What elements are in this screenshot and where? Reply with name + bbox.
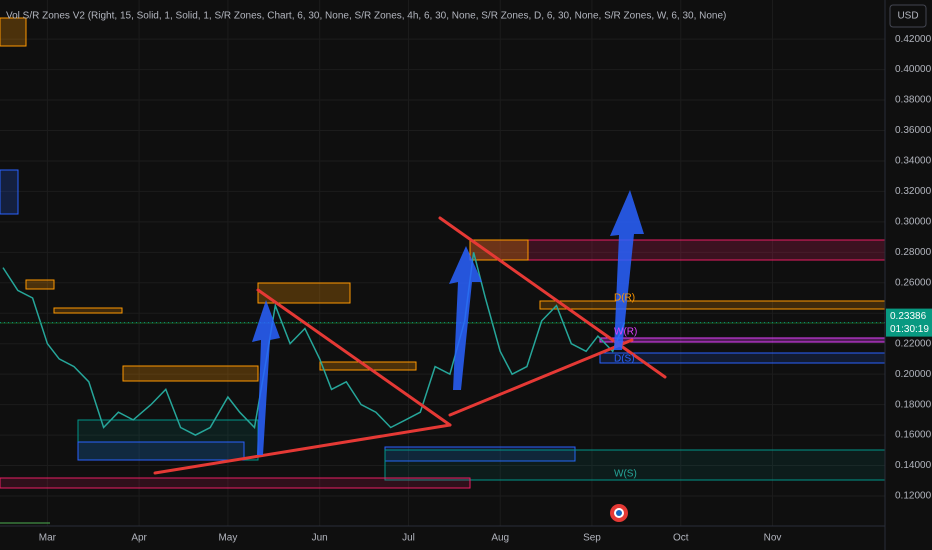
x-tick-label: Sep [583, 533, 601, 544]
price-line [2, 252, 626, 436]
arrow [449, 246, 482, 390]
x-tick-label: Apr [131, 533, 147, 544]
grid-layer [0, 0, 885, 526]
last-price-box [886, 308, 932, 337]
arrow [610, 190, 644, 350]
x-tick-label: Mar [39, 533, 57, 544]
trend-line [448, 338, 634, 417]
y-tick-label: 0.32000 [895, 186, 932, 197]
zone [539, 300, 886, 310]
flag-icon [610, 504, 628, 522]
currency[interactable]: USD [897, 11, 918, 22]
zone [25, 279, 55, 290]
y-tick-label: 0.26000 [895, 277, 932, 288]
y-tick-label: 0.30000 [895, 217, 932, 228]
y-tick-label: 0.16000 [895, 430, 932, 441]
arrow [252, 300, 280, 455]
zone [53, 307, 123, 314]
y-tick-label: 0.40000 [895, 64, 932, 75]
zone-label: D(S) [614, 354, 635, 365]
zone [77, 441, 245, 461]
zone [122, 365, 259, 382]
y-tick-label: 0.18000 [895, 399, 932, 410]
zone-label: W(S) [614, 469, 637, 480]
currency-button[interactable] [889, 4, 927, 28]
arrows [252, 190, 644, 455]
trend-line [256, 288, 452, 427]
x-tick-label: Jul [402, 533, 415, 544]
y-tick-label: 0.38000 [895, 95, 932, 106]
y-tick-label: 0.42000 [895, 34, 932, 45]
plot [0, 252, 885, 436]
trend-line [153, 423, 452, 475]
y-tick-label: 0.34000 [895, 156, 932, 167]
axes: 0.12000 0.14000 0.16000 0.18000 0.20000 0.220… [39, 34, 932, 544]
zone [469, 239, 886, 261]
zone [384, 449, 886, 481]
countdown: 01:30:19 [890, 324, 929, 335]
zone [0, 477, 471, 489]
trend-line [438, 216, 667, 379]
zone [0, 17, 27, 47]
y-tick-label: 0.36000 [895, 125, 932, 136]
x-tick-label: May [218, 533, 237, 544]
y-tick-label: 0.22000 [895, 338, 932, 349]
x-tick-label: Jun [312, 533, 328, 544]
x-tick-label: Oct [673, 533, 689, 544]
zone [599, 337, 886, 343]
indicator-title: Vol S/R Zones V2 (Right, 15, Solid, 1, S… [6, 11, 726, 22]
zone [469, 239, 529, 261]
y-tick-label: 0.28000 [895, 247, 932, 258]
last-price: 0.23386 [890, 311, 927, 322]
zone-label: W(R) [614, 327, 637, 338]
y-tick-label: 0.14000 [895, 460, 932, 471]
y-tick-label: 0.20000 [895, 369, 932, 380]
zone [0, 169, 19, 215]
x-tick-label: Nov [764, 533, 782, 544]
x-tick-label: Aug [491, 533, 509, 544]
drawings [153, 216, 667, 475]
y-tick-label: 0.12000 [895, 491, 932, 502]
zone-label: D(R) [614, 293, 635, 304]
zone [257, 282, 351, 304]
zones [0, 17, 886, 524]
zone [77, 419, 259, 461]
